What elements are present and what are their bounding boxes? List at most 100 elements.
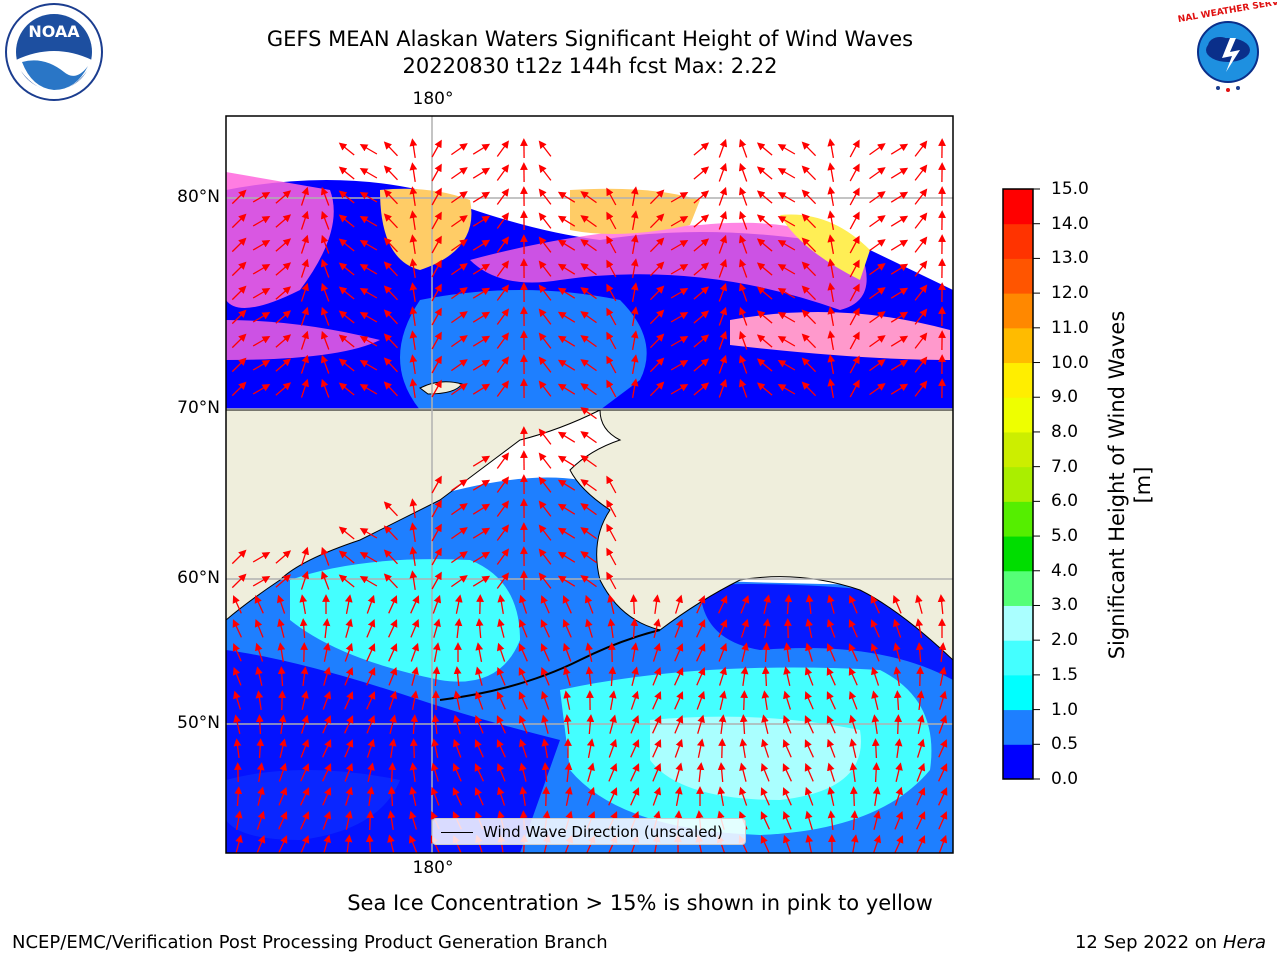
wave-direction-arrow	[359, 168, 378, 179]
colorbar-tick-label: 8.0	[1051, 421, 1079, 442]
wave-direction-arrow	[301, 690, 309, 710]
wave-direction-arrow	[557, 527, 576, 539]
wave-direction-arrow	[607, 594, 615, 614]
wave-direction-arrow	[519, 594, 528, 614]
wave-direction-arrow	[538, 140, 552, 157]
wave-direction-arrow	[675, 762, 683, 782]
wave-direction-arrow	[738, 786, 748, 806]
wave-direction-arrow	[338, 142, 355, 156]
wave-direction-arrow	[580, 287, 597, 300]
wave-direction-arrow	[693, 142, 710, 156]
wave-direction-arrow	[252, 264, 271, 275]
wave-direction-arrow	[869, 167, 886, 180]
wave-direction-arrow	[869, 143, 886, 156]
wave-direction-arrow	[451, 287, 468, 300]
wave-direction-arrow	[871, 666, 880, 686]
wave-direction-arrow	[670, 384, 689, 395]
wave-direction-arrow	[580, 239, 597, 252]
wave-direction-arrow	[606, 283, 617, 302]
wave-direction-arrow	[738, 306, 748, 326]
wave-direction-arrow	[345, 810, 353, 830]
wave-direction-arrow	[252, 384, 271, 395]
wave-direction-arrow	[718, 714, 727, 734]
wave-direction-arrow	[739, 762, 747, 782]
wave-direction-arrow	[585, 666, 594, 686]
wave-direction-arrow	[740, 618, 749, 638]
wave-direction-arrow	[649, 261, 665, 277]
wave-direction-arrow	[584, 594, 594, 614]
wave-direction-arrow	[777, 168, 796, 179]
wave-direction-arrow	[804, 763, 814, 782]
wave-direction-arrow	[606, 475, 617, 494]
wave-direction-arrow	[233, 714, 241, 734]
wave-direction-arrow	[451, 551, 468, 564]
wave-direction-arrow	[338, 334, 355, 348]
wave-direction-arrow	[848, 595, 858, 614]
wave-direction-arrow	[827, 762, 836, 782]
wave-direction-arrow	[451, 239, 468, 252]
wave-direction-arrow	[827, 138, 836, 159]
wave-direction-arrow	[496, 236, 509, 253]
wave-direction-arrow	[649, 357, 665, 373]
wave-direction-arrow	[472, 359, 491, 371]
wave-direction-arrow	[696, 643, 706, 662]
wave-direction-arrow	[939, 690, 947, 710]
wave-direction-arrow	[231, 333, 247, 349]
wave-direction-arrow	[870, 642, 880, 662]
wave-direction-arrow	[917, 714, 925, 734]
wave-direction-arrow	[649, 213, 665, 229]
wave-direction-arrow	[338, 238, 355, 252]
wave-direction-arrow	[256, 810, 266, 830]
wave-direction-arrow	[848, 667, 858, 686]
wave-direction-arrow	[431, 547, 442, 566]
wave-direction-arrow	[518, 714, 528, 734]
wave-direction-arrow	[580, 191, 597, 204]
wave-direction-arrow	[585, 642, 593, 662]
wave-direction-arrow	[585, 618, 593, 638]
colorbar-tick-label: 15.0	[1051, 179, 1089, 199]
wave-direction-arrow	[564, 762, 573, 783]
wave-direction-arrow	[538, 548, 552, 565]
wave-direction-arrow	[388, 619, 398, 638]
colorbar	[1003, 188, 1040, 780]
wave-direction-arrow	[496, 308, 509, 325]
wave-direction-arrow	[557, 503, 576, 515]
wave-direction-arrow	[693, 190, 710, 204]
wave-direction-arrow	[231, 213, 247, 229]
wave-direction-arrow	[557, 239, 576, 251]
wave-direction-arrow	[718, 354, 728, 374]
wave-direction-arrow	[652, 763, 662, 782]
colorbar-segment	[1003, 293, 1033, 329]
wave-direction-arrow	[580, 503, 597, 516]
wave-direction-arrow	[557, 191, 576, 203]
wave-direction-arrow	[849, 762, 858, 782]
wave-direction-arrow	[538, 380, 552, 397]
wave-direction-arrow	[826, 667, 836, 686]
wave-direction-arrow	[231, 237, 247, 253]
wave-direction-arrow	[652, 715, 662, 734]
wave-direction-arrow	[826, 715, 836, 734]
wave-direction-arrow	[801, 237, 817, 253]
wave-direction-arrow	[869, 359, 886, 372]
wave-direction-arrow	[338, 286, 355, 300]
wave-direction-arrow	[696, 762, 705, 783]
wave-direction-arrow	[693, 214, 710, 228]
wave-direction-arrow	[849, 163, 860, 182]
wave-direction-arrow	[409, 330, 418, 350]
wave-direction-arrow	[696, 667, 706, 686]
wave-direction-arrow	[850, 810, 859, 831]
wave-direction-arrow	[827, 786, 835, 806]
wave-direction-arrow	[756, 382, 773, 396]
colorbar-tick-label: 14.0	[1051, 213, 1089, 234]
wave-direction-arrow	[718, 234, 728, 254]
wave-direction-arrow	[359, 552, 378, 563]
wave-direction-arrow	[518, 691, 528, 710]
wave-direction-arrow	[232, 643, 242, 662]
wave-direction-arrow	[430, 786, 440, 806]
wave-direction-arrow	[454, 618, 463, 639]
wave-direction-arrow	[409, 810, 418, 830]
wave-direction-arrow	[849, 307, 860, 326]
chart-title: GEFS MEAN Alaskan Waters Significant Hei…	[266, 27, 914, 51]
colorbar-label: Significant Height of Wind Waves [m]	[1105, 310, 1155, 660]
wave-direction-arrow	[300, 378, 309, 398]
